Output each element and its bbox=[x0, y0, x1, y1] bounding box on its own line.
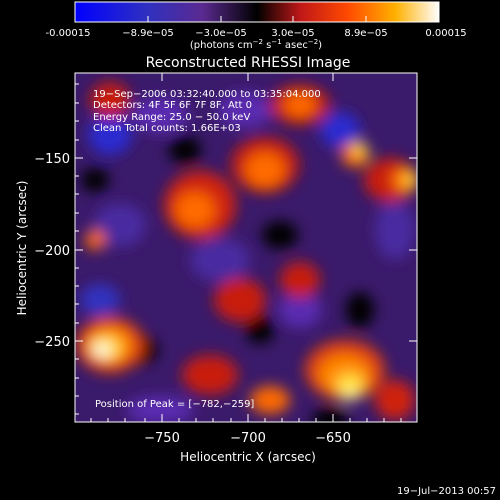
y-tick-label: −250 bbox=[34, 335, 70, 350]
info-block: 19−Sep−2006 03:32:40.000 to 03:35:04.000… bbox=[93, 89, 321, 134]
colorbar-tick-label: 0.00015 bbox=[425, 28, 466, 39]
rhessi-image bbox=[75, 73, 417, 422]
plot-title: Reconstructed RHESSI Image bbox=[146, 55, 351, 71]
x-axis-ticks bbox=[90, 73, 402, 422]
info-line: Detectors: 4F 5F 6F 7F 8F, Att 0 bbox=[93, 100, 252, 111]
peak-position-label: Position of Peak = [−782,−259] bbox=[95, 399, 254, 410]
x-axis-label: Heliocentric X (arcsec) bbox=[180, 450, 316, 464]
plot-frame bbox=[74, 72, 418, 423]
y-tick-labels: −150 −200 −250 bbox=[34, 152, 70, 350]
colorbar-labels: -0.00015 −8.9e−05 −3.0e−05 3.0e−05 8.9e−… bbox=[46, 28, 467, 39]
x-tick-label: −750 bbox=[144, 431, 180, 446]
x-tick-labels: −750 −700 −650 bbox=[144, 431, 351, 446]
y-axis-label: Heliocentric Y (arcsec) bbox=[15, 181, 29, 316]
colorbar-tick-label: −3.0e−05 bbox=[195, 28, 247, 39]
info-line: Clean Total counts: 1.66E+03 bbox=[93, 123, 241, 134]
colorbar-tick-label: −8.9e−05 bbox=[122, 28, 174, 39]
colorbar-unit: (photons cm−2 s−1 asec−2) bbox=[190, 38, 322, 51]
colorbar-tick-label: -0.00015 bbox=[46, 28, 91, 39]
info-line: 19−Sep−2006 03:32:40.000 to 03:35:04.000 bbox=[93, 89, 321, 100]
y-axis-ticks bbox=[75, 83, 417, 415]
x-tick-label: −700 bbox=[230, 431, 266, 446]
colorbar-tick-label: 3.0e−05 bbox=[271, 28, 314, 39]
y-tick-label: −200 bbox=[34, 244, 70, 259]
colorbar bbox=[74, 1, 440, 23]
x-tick-label: −650 bbox=[315, 431, 351, 446]
colorbar-tick-label: 8.9e−05 bbox=[344, 28, 387, 39]
info-line: Energy Range: 25.0 − 50.0 keV bbox=[93, 112, 250, 123]
colorbar-ticks bbox=[74, 16, 440, 22]
y-tick-label: −150 bbox=[34, 152, 70, 167]
footer-timestamp: 19−Jul−2013 00:57 bbox=[397, 486, 496, 497]
